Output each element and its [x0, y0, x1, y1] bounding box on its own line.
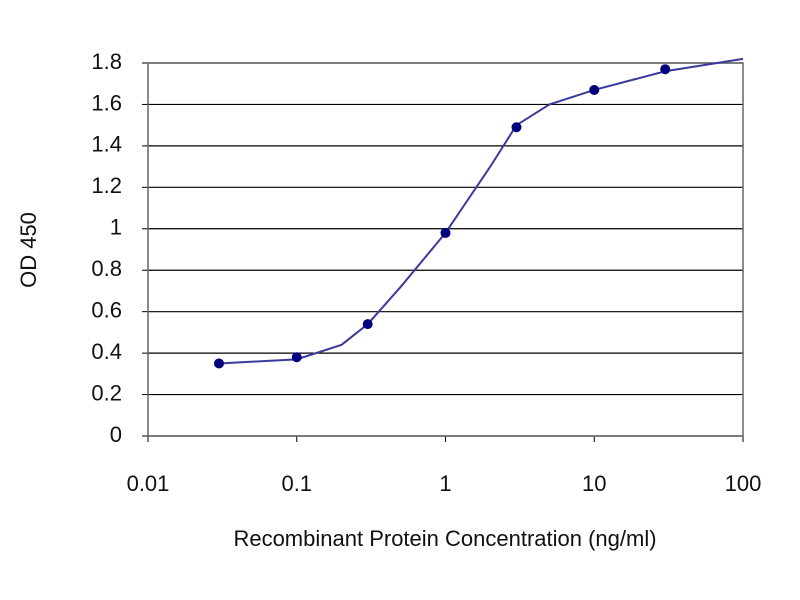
y-tick-label: 0.8	[91, 256, 122, 281]
y-tick-label: 1.2	[91, 173, 122, 198]
x-tick-label: 0.1	[281, 471, 312, 496]
data-point	[660, 64, 671, 75]
x-tick-label: 100	[725, 471, 762, 496]
data-point	[291, 352, 302, 363]
y-tick-label: 0	[110, 422, 122, 447]
data-point	[511, 122, 522, 133]
y-tick-label: 1	[110, 215, 122, 240]
fit-curve	[218, 57, 744, 365]
x-axis-label: Recombinant Protein Concentration (ng/ml…	[233, 526, 656, 551]
y-tick-label: 0.4	[91, 339, 122, 364]
data-point	[213, 358, 224, 369]
data-point	[589, 84, 600, 95]
x-tick-label: 10	[582, 471, 606, 496]
data-point	[362, 319, 373, 330]
y-tick-label: 0.2	[91, 380, 122, 405]
y-tick-label: 1.6	[91, 90, 122, 115]
data-point	[440, 227, 451, 238]
x-tick-label: 0.01	[127, 471, 170, 496]
plot-frame	[147, 62, 744, 437]
x-tick-label: 1	[439, 471, 451, 496]
y-axis-label: OD 450	[16, 212, 41, 288]
y-tick-label: 1.4	[91, 132, 122, 157]
y-tick-label: 0.6	[91, 297, 122, 322]
y-tick-label: 1.8	[91, 49, 122, 74]
